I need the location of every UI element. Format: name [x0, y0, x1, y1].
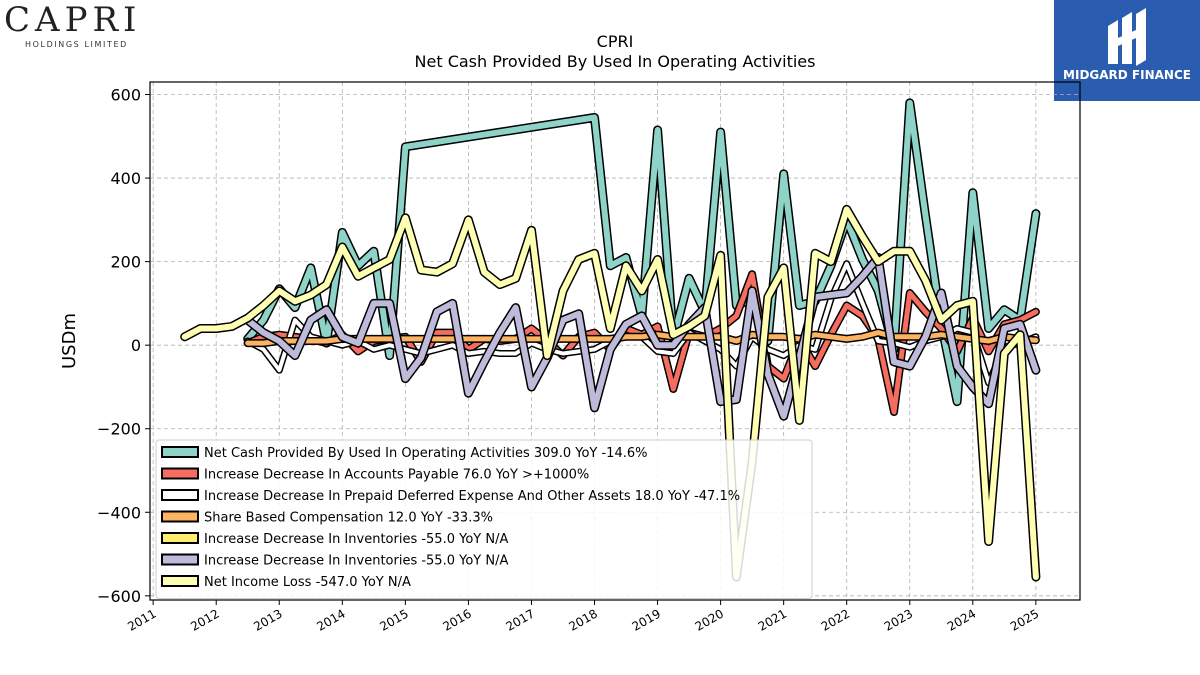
x-tick-label: 2020 — [693, 606, 726, 633]
y-axis-label: USDm — [59, 313, 80, 369]
legend-label: Increase Decrease In Accounts Payable 76… — [204, 468, 589, 483]
x-tick-label: 2011 — [125, 606, 158, 633]
plot-frame — [149, 81, 1081, 601]
y-tick-label: −600 — [97, 587, 141, 606]
legend-swatch — [161, 446, 199, 458]
x-tick-label: 2013 — [251, 606, 284, 633]
legend-label: Net Income Loss -547.0 YoY N/A — [204, 575, 411, 590]
x-tick-label: 2016 — [440, 606, 473, 633]
x-tick-label: 2024 — [945, 606, 978, 633]
midgard-brand-text: MIDGARD FINANCE — [1063, 68, 1191, 82]
capri-wordmark: CAPRI — [4, 0, 142, 40]
y-tick-label: 400 — [110, 169, 141, 188]
x-tick-label: 2017 — [504, 606, 537, 633]
x-axis: 2011 2012 2013 2014 2015 2016 2017 2018 2019 2020… — [125, 600, 1041, 634]
y-tick-label: 0 — [131, 336, 141, 355]
legend: Net Cash Provided By Used In Operating A… — [155, 439, 813, 599]
x-tick-label: 2025 — [1008, 606, 1041, 633]
series-line-net-income-loss — [181, 206, 1039, 580]
legend-swatch — [161, 489, 199, 501]
legend-label: Net Cash Provided By Used In Operating A… — [204, 446, 647, 461]
capri-logo: CAPRI HOLDINGS LIMITED — [0, 0, 160, 56]
x-tick-label: 2022 — [819, 606, 852, 633]
series-line-net-cash-provided-by-used-in-operating-activities — [244, 99, 1039, 405]
y-tick-label: −400 — [97, 503, 141, 522]
midgard-mark-icon — [1108, 8, 1146, 66]
midgard-finance-logo: MIDGARD FINANCE — [1054, 0, 1200, 101]
series-lines — [180, 98, 1041, 582]
legend-swatch — [161, 532, 199, 544]
x-tick-label: 2021 — [756, 606, 789, 633]
chart-subtitle: Net Cash Provided By Used In Operating A… — [415, 52, 816, 71]
x-tick-label: 2014 — [314, 606, 347, 633]
y-tick-label: −200 — [97, 420, 141, 439]
series-line-share-based-compensation — [245, 330, 1039, 346]
legend-label: Share Based Compensation 12.0 YoY -33.3% — [204, 511, 493, 526]
legend-box — [155, 439, 813, 599]
legend-label: Increase Decrease In Prepaid Deferred Ex… — [204, 489, 740, 504]
legend-label: Increase Decrease In Inventories -55.0 Y… — [204, 532, 508, 547]
y-axis: 600 400 200 0 −200 −400 −600 — [97, 86, 150, 606]
legend-swatch — [161, 553, 199, 566]
x-tick-label: 2012 — [188, 606, 221, 633]
chart-title: CPRI — [597, 32, 634, 51]
legend-label: Increase Decrease In Inventories -55.0 Y… — [204, 554, 508, 569]
x-tick-label: 2015 — [377, 606, 410, 633]
legend-swatch — [161, 467, 199, 480]
series-line-increase-decrease-in-inventories — [244, 254, 1039, 420]
capri-subtitle: HOLDINGS LIMITED — [25, 40, 128, 49]
y-tick-label: 600 — [110, 86, 141, 105]
x-tick-label: 2023 — [882, 606, 915, 633]
x-tick-label: 2019 — [630, 606, 663, 633]
legend-swatch — [161, 510, 199, 523]
legend-swatch — [161, 575, 199, 587]
y-tick-label: 200 — [110, 253, 141, 272]
x-tick-label: 2018 — [567, 606, 600, 633]
